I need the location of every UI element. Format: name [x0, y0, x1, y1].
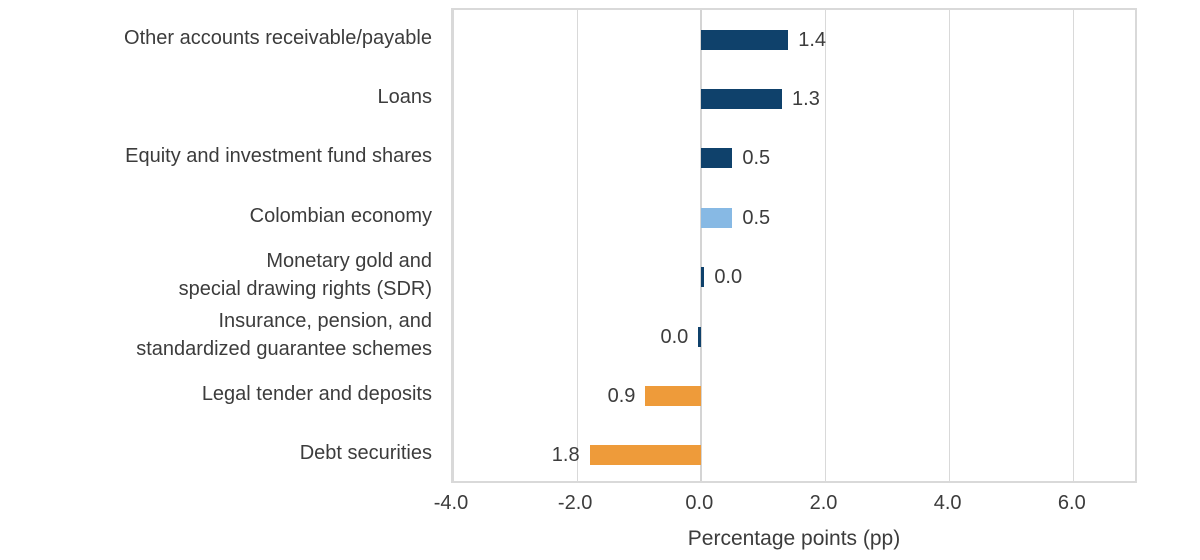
- x-tick-label: -4.0: [433, 492, 469, 514]
- value-label: 0.0: [660, 325, 689, 348]
- x-tick-label: 6.0: [1057, 492, 1086, 514]
- category-label: Legal tender and deposits: [201, 382, 432, 405]
- gridline: [452, 10, 454, 481]
- value-label: 1.4: [798, 28, 827, 51]
- plot-area: 1.4 1.3 0.5 0.5 0.0 0.0 0.9 1.8: [451, 8, 1137, 483]
- bar: [701, 89, 783, 110]
- category-axis: Other accounts receivable/payable Loans Eq…: [0, 8, 432, 483]
- x-tick-label: 0.0: [685, 492, 714, 514]
- gridline: [576, 10, 578, 481]
- value-label: 1.3: [792, 88, 820, 111]
- category-label: Insurance, pension, and standardized gua…: [136, 309, 432, 360]
- value-label: 0.9: [607, 384, 636, 407]
- gridline: [949, 10, 951, 481]
- category-label: Monetary gold and special drawing rights…: [178, 250, 432, 301]
- value-label: 0.0: [714, 266, 743, 289]
- bar: [698, 326, 702, 347]
- category-label: Loans: [377, 86, 433, 109]
- bar: [701, 29, 789, 50]
- gridline: [824, 10, 826, 481]
- x-tick-label: 4.0: [933, 492, 962, 514]
- x-axis-ticks: -4.0 -2.0 0.0 2.0 4.0 6.0: [0, 492, 1200, 518]
- zero-gridline: [700, 10, 703, 481]
- bar: [701, 148, 733, 169]
- bar: [701, 267, 705, 288]
- x-tick-label: 2.0: [809, 492, 838, 514]
- value-label: 0.5: [742, 147, 771, 170]
- gridline: [1073, 10, 1075, 481]
- x-tick-label: -2.0: [557, 492, 593, 514]
- category-label: Debt securities: [299, 442, 432, 465]
- category-label: Other accounts receivable/payable: [124, 26, 432, 49]
- bar: [589, 445, 702, 466]
- bar: [701, 207, 733, 228]
- value-label: 0.5: [742, 206, 771, 229]
- category-label: Colombian economy: [249, 204, 432, 227]
- bar: [645, 385, 702, 406]
- value-label: 1.8: [551, 444, 580, 467]
- category-label: Equity and investment fund shares: [125, 145, 432, 168]
- x-axis-title: Percentage points (pp): [687, 527, 901, 550]
